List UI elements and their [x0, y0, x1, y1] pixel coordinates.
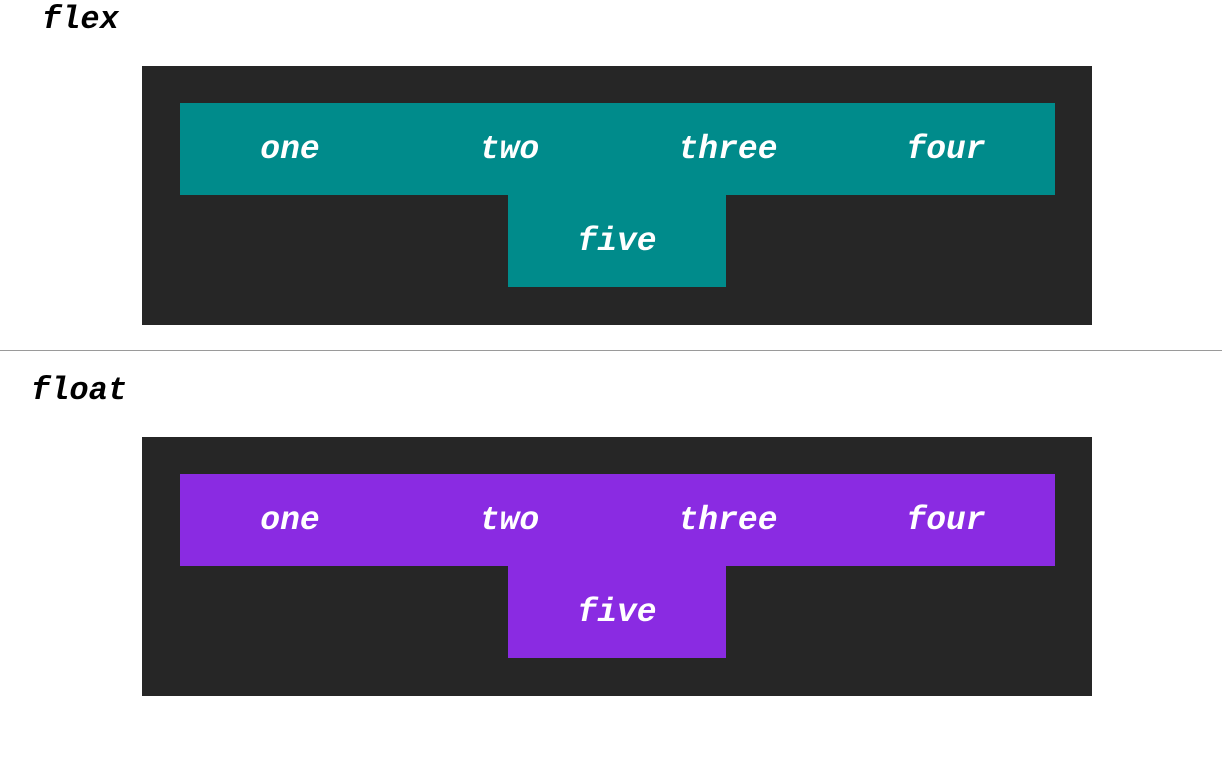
flex-item-four: four	[837, 103, 1055, 195]
float-item-four: four	[837, 474, 1055, 566]
float-item-one: one	[180, 474, 400, 566]
float-item-two: two	[400, 474, 619, 566]
float-item-row: one two three four	[180, 474, 1055, 566]
flex-item-row: one two three four	[180, 103, 1055, 195]
flex-item-one: one	[180, 103, 400, 195]
section-divider	[0, 350, 1222, 351]
flex-item-five: five	[508, 195, 726, 287]
float-section-title: float	[31, 372, 128, 409]
float-demo-container: one two three four five	[142, 437, 1092, 696]
flex-item-two: two	[400, 103, 619, 195]
float-item-three: three	[619, 474, 837, 566]
flex-item-three: three	[619, 103, 837, 195]
float-item-five: five	[508, 566, 726, 658]
flex-section-title: flex	[42, 1, 119, 38]
flex-demo-container: one two three four five	[142, 66, 1092, 325]
